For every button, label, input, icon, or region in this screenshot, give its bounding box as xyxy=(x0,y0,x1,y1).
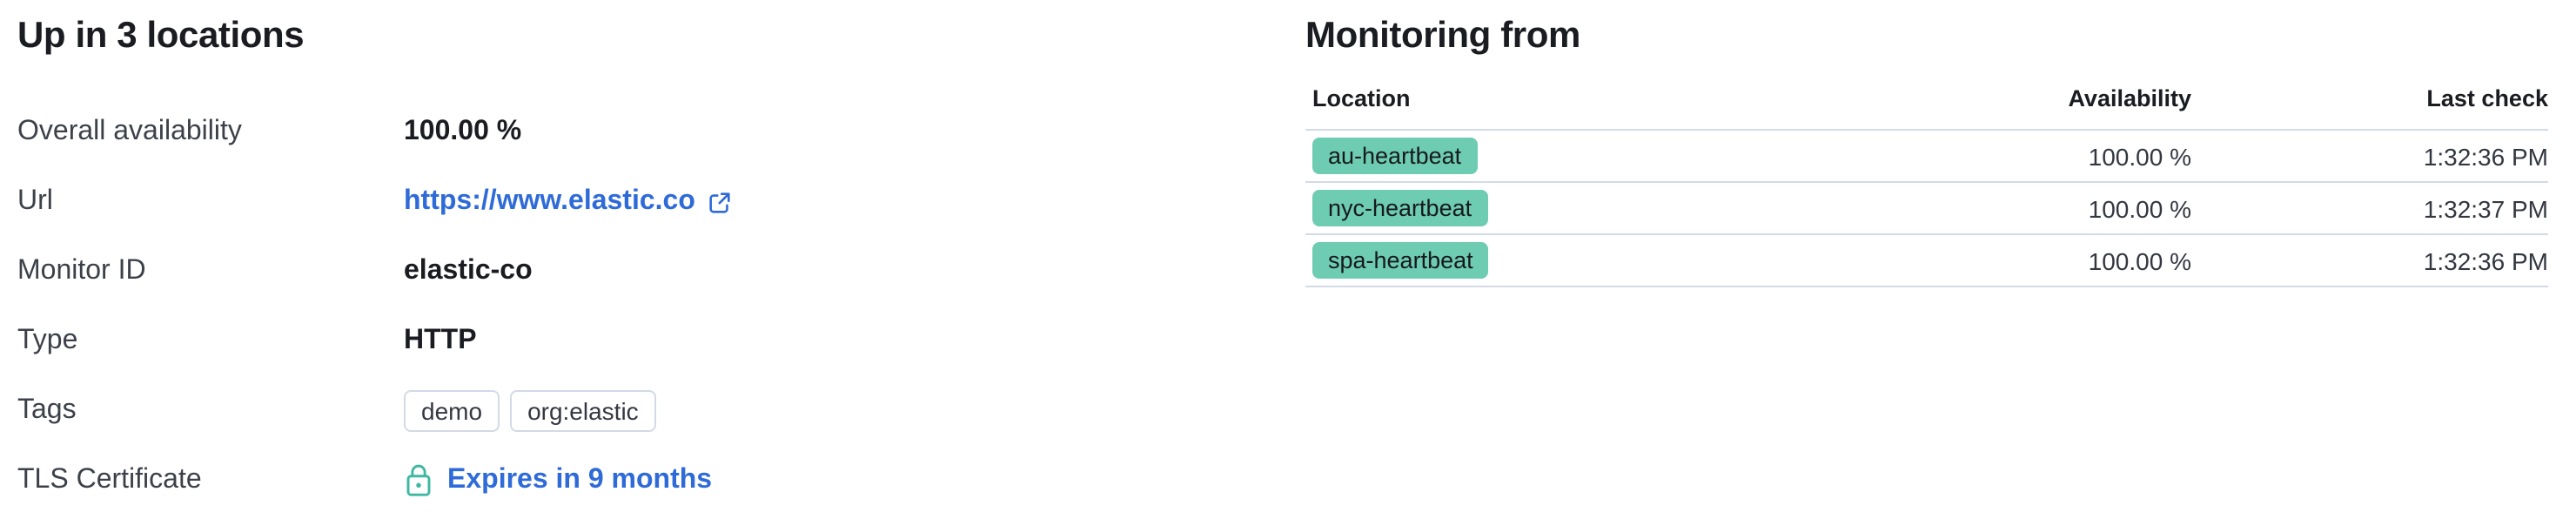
column-header-last-check: Last check xyxy=(2191,80,2548,131)
url-link[interactable]: https://www.elastic.co xyxy=(404,186,734,218)
lock-icon xyxy=(404,463,433,498)
field-row-url: Url https://www.elastic.co xyxy=(17,167,1253,237)
url-label: Url xyxy=(17,186,53,216)
field-row-monitor-id: Monitor ID elastic-co xyxy=(17,237,1253,307)
overall-availability-value: 100.00 % xyxy=(404,117,522,146)
location-badge: au-heartbeat xyxy=(1312,138,1478,174)
table-header-row: Location Availability Last check xyxy=(1305,80,2548,131)
table-row: spa-heartbeat 100.00 % 1:32:36 PM xyxy=(1305,234,2548,287)
url-link-text: https://www.elastic.co xyxy=(404,186,695,216)
tag-badge[interactable]: org:elastic xyxy=(510,390,656,432)
column-header-location: Location xyxy=(1305,80,1913,131)
location-badge: spa-heartbeat xyxy=(1312,242,1489,279)
last-check-cell: 1:32:36 PM xyxy=(2191,234,2548,287)
availability-cell: 100.00 % xyxy=(1913,234,2191,287)
field-row-overall-availability: Overall availability 100.00 % xyxy=(17,98,1253,167)
field-row-tls-certificate: TLS Certificate Expires in 9 months xyxy=(17,446,1253,516)
last-check-cell: 1:32:36 PM xyxy=(2191,130,2548,183)
type-value: HTTP xyxy=(404,326,477,355)
external-link-icon xyxy=(708,189,734,215)
table-row: nyc-heartbeat 100.00 % 1:32:37 PM xyxy=(1305,182,2548,235)
availability-cell: 100.00 % xyxy=(1913,130,2191,183)
last-check-cell: 1:32:37 PM xyxy=(2191,182,2548,235)
summary-title: Up in 3 locations xyxy=(17,16,305,56)
tls-certificate-label: TLS Certificate xyxy=(17,465,202,495)
monitor-id-label: Monitor ID xyxy=(17,256,146,286)
availability-cell: 100.00 % xyxy=(1913,182,2191,235)
monitoring-from-table: Location Availability Last check au-hear… xyxy=(1305,80,2548,287)
tls-certificate-link[interactable]: Expires in 9 months xyxy=(447,465,713,495)
monitoring-from-title: Monitoring from xyxy=(1305,16,1580,56)
tags-label: Tags xyxy=(17,395,77,425)
type-label: Type xyxy=(17,326,78,355)
field-row-type: Type HTTP xyxy=(17,307,1253,376)
field-row-tags: Tags demo org:elastic xyxy=(17,376,1253,446)
location-badge: nyc-heartbeat xyxy=(1312,190,1488,226)
monitor-summary-list: Overall availability 100.00 % Url https:… xyxy=(17,98,1253,516)
tag-badge[interactable]: demo xyxy=(404,390,500,432)
monitor-id-value: elastic-co xyxy=(404,256,533,286)
table-row: au-heartbeat 100.00 % 1:32:36 PM xyxy=(1305,130,2548,183)
tags-list: demo org:elastic xyxy=(404,390,656,432)
overall-availability-label: Overall availability xyxy=(17,117,242,146)
column-header-availability: Availability xyxy=(1913,80,2191,131)
